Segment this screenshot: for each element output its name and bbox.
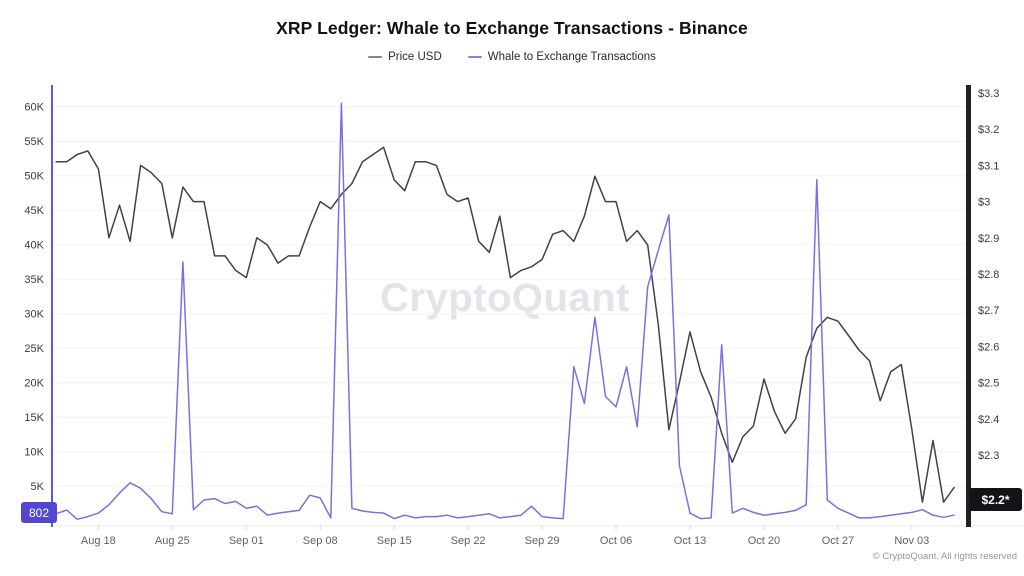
left-axis-tick-label: 45K — [24, 205, 44, 217]
cryptoquant-watermark: CryptoQuant — [380, 276, 630, 320]
copyright-text: © CryptoQuant. All rights reserved — [872, 551, 1017, 562]
x-axis-tick-label: Sep 01 — [229, 535, 264, 547]
x-axis-tick-label: Sep 22 — [451, 535, 486, 547]
left-axis-tick-label: 20K — [24, 378, 44, 390]
right-axis-tick-label: $2.7 — [978, 305, 999, 317]
left-axis-tick-label: 40K — [24, 240, 44, 252]
left-axis-tick-label: 30K — [24, 309, 44, 321]
left-axis-tick-label: 55K — [24, 136, 44, 148]
x-axis-tick-label: Sep 15 — [377, 535, 412, 547]
legend-item-price-label: Price USD — [388, 51, 442, 63]
x-axis-tick-label: Oct 13 — [674, 535, 706, 547]
price-current-value-badge: $2.2* — [969, 488, 1022, 511]
right-axis-tick-label: $3 — [978, 197, 990, 209]
x-axis-tick-label: Oct 06 — [600, 535, 632, 547]
x-axis-tick-label: Oct 20 — [748, 535, 780, 547]
legend-item-whale[interactable]: Whale to Exchange Transactions — [467, 51, 656, 63]
x-axis-tick-label: Aug 25 — [155, 535, 190, 547]
right-axis-tick-label: $2.6 — [978, 341, 999, 353]
price-line — [55, 146, 955, 503]
left-axis-tick-label: 5K — [31, 481, 45, 493]
right-axis-tick-label: $2.3 — [978, 450, 999, 462]
x-axis-tick-label: Aug 18 — [81, 535, 116, 547]
price-legend-dash-icon — [368, 56, 383, 58]
right-axis-tick-label: $3.1 — [978, 160, 999, 172]
left-axis-tick-label: 15K — [24, 412, 44, 424]
legend-item-whale-label: Whale to Exchange Transactions — [487, 51, 656, 63]
whale-current-value-badge: 802 — [21, 502, 57, 523]
chart-title: XRP Ledger: Whale to Exchange Transactio… — [276, 18, 748, 38]
right-axis-tick-label: $3.3 — [978, 88, 999, 100]
right-axis-tick-label: $2.9 — [978, 233, 999, 245]
x-axis-tick-label: Nov 03 — [894, 535, 929, 547]
right-axis-tick-label: $2.8 — [978, 269, 999, 281]
left-axis-tick-label: 10K — [24, 447, 44, 459]
left-axis-tick-label: 25K — [24, 343, 44, 355]
whale-line — [55, 102, 955, 521]
left-axis-tick-label: 35K — [24, 274, 44, 286]
left-axis-tick-label: 50K — [24, 171, 44, 183]
x-axis-tick-label: Sep 08 — [303, 535, 338, 547]
right-axis-tick-label: $2.5 — [978, 378, 999, 390]
legend: Price USD Whale to Exchange Transactions — [0, 51, 1024, 63]
right-axis-tick-label: $2.4 — [978, 414, 999, 426]
left-axis-tick-label: 60K — [24, 102, 44, 114]
whale-legend-dash-icon — [467, 56, 482, 58]
legend-item-price[interactable]: Price USD — [368, 51, 442, 63]
x-axis-tick-label: Sep 29 — [525, 535, 560, 547]
right-axis-tick-label: $3.2 — [978, 124, 999, 136]
x-axis-tick-label: Oct 27 — [822, 535, 854, 547]
